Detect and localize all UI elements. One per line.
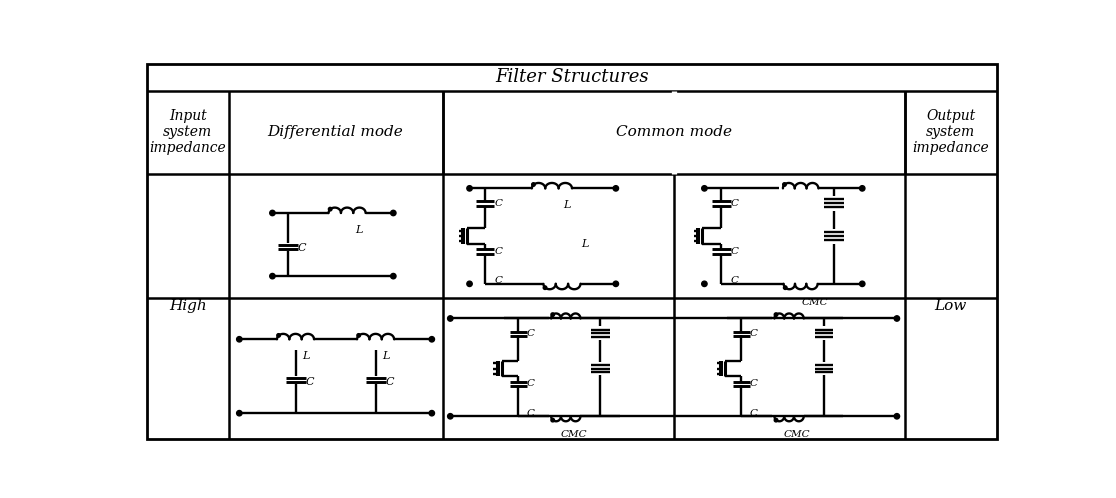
Circle shape — [613, 186, 618, 191]
Circle shape — [270, 210, 276, 216]
Text: CMC: CMC — [801, 298, 828, 307]
Circle shape — [551, 418, 555, 422]
Text: CMC: CMC — [560, 430, 587, 439]
Circle shape — [430, 337, 434, 342]
Text: Common mode: Common mode — [616, 125, 732, 139]
Text: High: High — [169, 299, 206, 313]
Circle shape — [430, 410, 434, 416]
Circle shape — [782, 183, 787, 186]
Circle shape — [894, 316, 899, 321]
Text: C: C — [306, 376, 314, 386]
Circle shape — [775, 313, 778, 316]
Text: C: C — [731, 247, 739, 256]
Text: Filter Structures: Filter Structures — [496, 68, 648, 87]
Circle shape — [237, 337, 242, 342]
Text: C: C — [731, 276, 739, 285]
Text: C: C — [527, 409, 535, 418]
Circle shape — [448, 413, 453, 419]
Circle shape — [859, 281, 865, 286]
Circle shape — [391, 210, 396, 216]
Text: L: L — [301, 351, 309, 361]
Circle shape — [859, 186, 865, 191]
Text: C: C — [494, 199, 502, 208]
Circle shape — [270, 273, 276, 279]
Text: C: C — [298, 244, 306, 253]
Text: Output
system
impedance: Output system impedance — [913, 109, 989, 155]
Text: C: C — [750, 379, 758, 388]
Circle shape — [466, 281, 472, 286]
Circle shape — [277, 334, 280, 337]
Circle shape — [702, 186, 708, 191]
Text: L: L — [581, 239, 588, 249]
Circle shape — [448, 316, 453, 321]
Text: C: C — [386, 376, 394, 386]
Circle shape — [894, 413, 899, 419]
Text: Input
system
impedance: Input system impedance — [150, 109, 227, 155]
Circle shape — [466, 186, 472, 191]
Text: C: C — [494, 247, 502, 256]
Circle shape — [357, 334, 360, 337]
Circle shape — [328, 207, 331, 211]
Circle shape — [237, 410, 242, 416]
Text: Differential mode: Differential mode — [268, 125, 404, 139]
Circle shape — [613, 281, 618, 286]
Text: C: C — [750, 329, 758, 338]
Circle shape — [775, 418, 778, 422]
Circle shape — [551, 313, 555, 316]
Text: L: L — [382, 351, 389, 361]
Text: Low: Low — [935, 299, 966, 313]
Circle shape — [391, 273, 396, 279]
Circle shape — [543, 286, 547, 289]
Text: L: L — [562, 200, 570, 210]
Text: C: C — [750, 409, 758, 418]
Text: L: L — [355, 225, 363, 235]
Circle shape — [783, 286, 787, 289]
Circle shape — [702, 281, 708, 286]
Text: C: C — [527, 379, 535, 388]
Text: CMC: CMC — [783, 430, 810, 439]
Circle shape — [531, 183, 536, 186]
Text: C: C — [494, 276, 502, 285]
Text: C: C — [527, 329, 535, 338]
Text: C: C — [731, 199, 739, 208]
